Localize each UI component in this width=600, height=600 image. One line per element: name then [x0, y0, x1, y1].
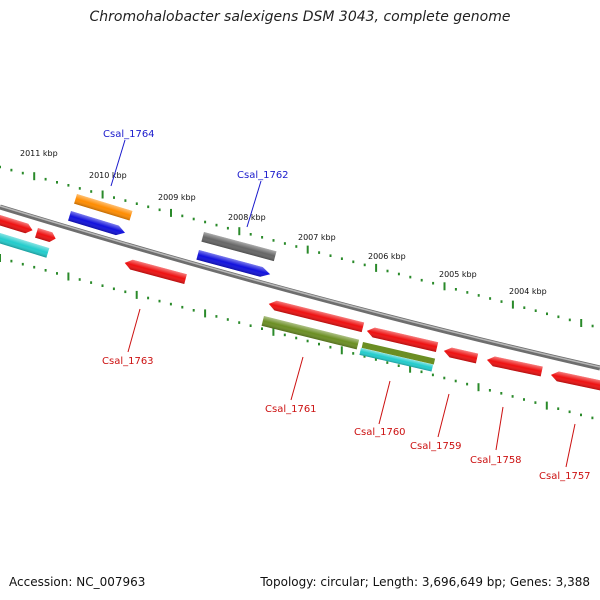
gene-csal-1761[interactable]	[268, 299, 365, 333]
genome-title: Chromohalobacter salexigens DSM 3043, co…	[89, 9, 511, 25]
gene-red-left-1[interactable]	[0, 212, 34, 235]
gene-labels: Csal_1764 Csal_1762 Csal_1763 Csal_1761 …	[102, 129, 591, 482]
label-csal-1762[interactable]: Csal_1762	[237, 170, 289, 181]
gene-csal-1759[interactable]	[443, 346, 479, 364]
kbp-labels: 2011 kbp 2010 kbp 2009 kbp 2008 kbp 2007…	[20, 149, 547, 296]
kbp-label-2005: 2005 kbp	[439, 270, 477, 279]
genome-backbone	[0, 204, 600, 371]
gene-cyan-2[interactable]	[359, 348, 434, 372]
gene-blue-2[interactable]	[196, 250, 271, 279]
kbp-label-2008: 2008 kbp	[228, 213, 266, 222]
genome-summary-text: Topology: circular; Length: 3,696,649 bp…	[260, 575, 590, 589]
accession-text: Accession: NC_007963	[9, 575, 146, 589]
kbp-label-2011: 2011 kbp	[20, 149, 58, 158]
gene-red-left-2[interactable]	[35, 228, 57, 243]
gene-csal-1757[interactable]	[550, 370, 600, 393]
gene-csal-1763[interactable]	[123, 258, 187, 284]
forward-strand-genes	[0, 194, 277, 279]
kbp-label-2010: 2010 kbp	[89, 171, 127, 180]
kbp-label-2009: 2009 kbp	[158, 193, 196, 202]
label-csal-1763[interactable]: Csal_1763	[102, 356, 154, 367]
label-csal-1764[interactable]: Csal_1764	[103, 129, 155, 140]
outer-tick-row	[0, 165, 594, 328]
reverse-strand-genes	[0, 230, 600, 393]
label-csal-1759[interactable]: Csal_1759	[410, 441, 462, 452]
leader-lines	[110, 139, 576, 468]
gene-csal-1758[interactable]	[486, 355, 543, 377]
gene-blue-1[interactable]	[68, 211, 126, 238]
gene-csal-1762[interactable]	[201, 232, 277, 262]
kbp-label-2007: 2007 kbp	[298, 233, 336, 242]
label-csal-1761[interactable]: Csal_1761	[265, 404, 317, 415]
label-csal-1760[interactable]: Csal_1760	[354, 427, 406, 438]
gene-olive-1[interactable]	[261, 316, 360, 350]
kbp-label-2004: 2004 kbp	[509, 287, 547, 296]
kbp-label-2006: 2006 kbp	[368, 252, 406, 261]
gene-olive-2[interactable]	[361, 342, 436, 365]
label-csal-1758[interactable]: Csal_1758	[470, 455, 522, 466]
gene-csal-1760[interactable]	[366, 326, 439, 352]
inner-tick-row	[0, 254, 594, 420]
gene-cyan-left[interactable]	[0, 230, 50, 258]
gene-csal-1764[interactable]	[74, 194, 133, 221]
label-csal-1757[interactable]: Csal_1757	[539, 471, 591, 482]
